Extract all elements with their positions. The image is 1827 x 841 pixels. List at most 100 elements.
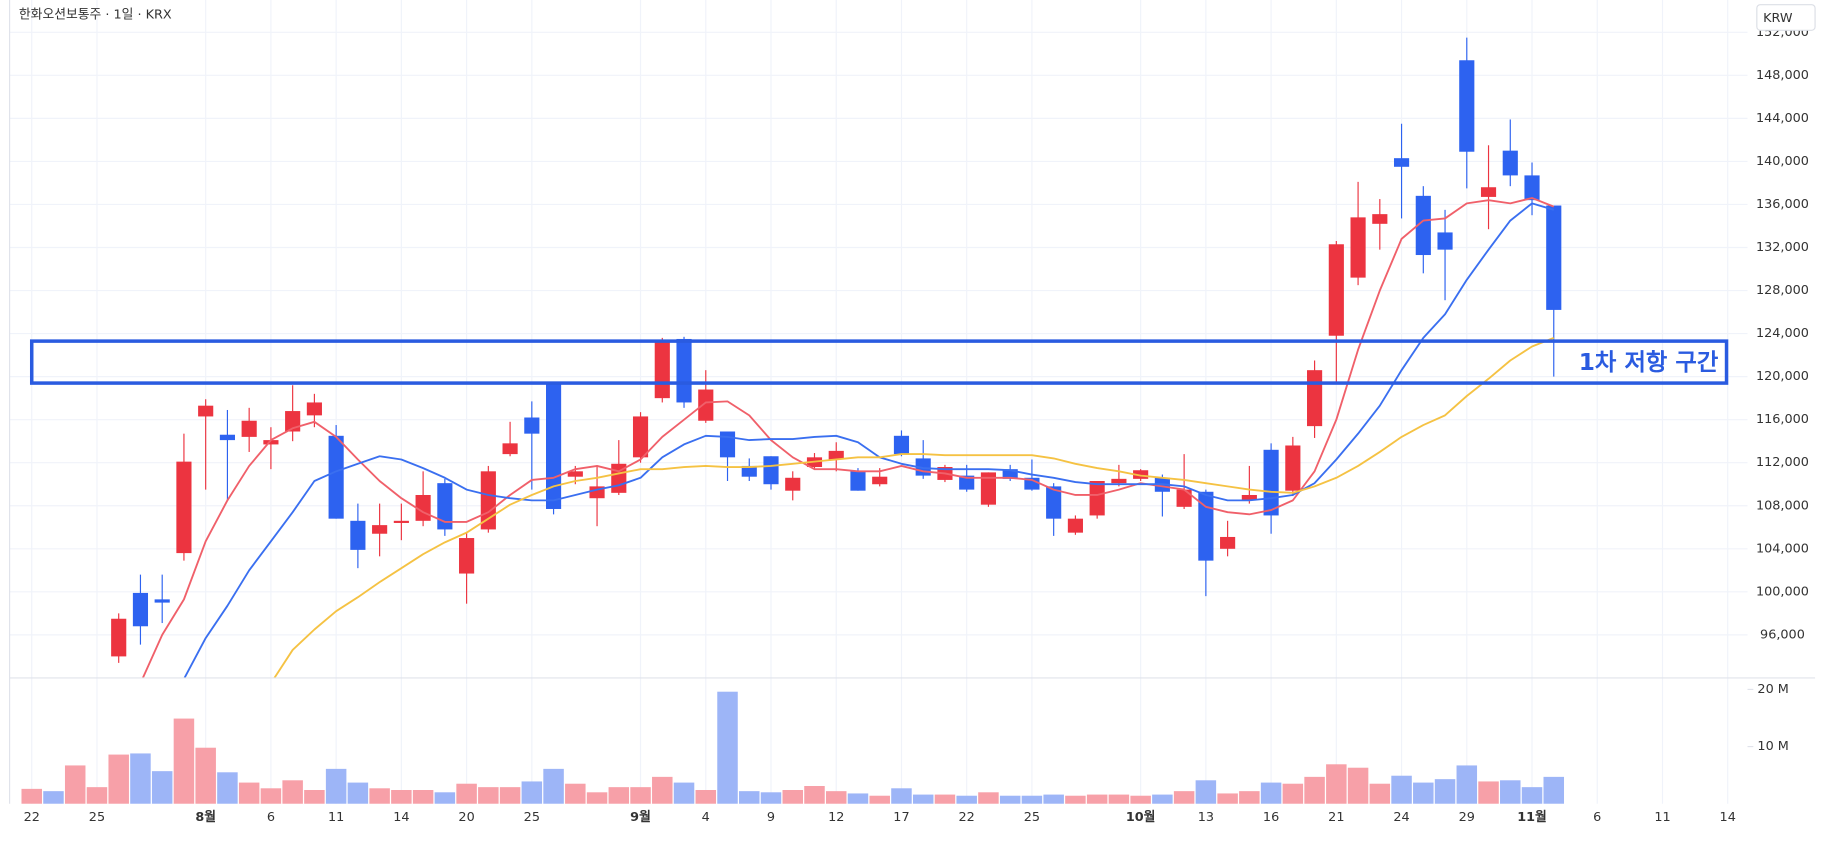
volume-bar [1543, 776, 1565, 804]
text-layer: 96,000 100,000 104,000 108,000 112,000 116,00… [24, 25, 1809, 825]
volume-bar [1478, 781, 1499, 804]
volume-bar [347, 782, 369, 804]
volume-bar [1065, 795, 1086, 804]
volume-bar [1152, 794, 1173, 804]
x-tick-label: 13 [1198, 810, 1214, 825]
x-tick-label: 8월 [195, 809, 216, 825]
candle-body [154, 599, 170, 603]
volume-layer [21, 691, 1565, 804]
volume-bar [434, 792, 456, 804]
candle-body [1307, 370, 1323, 427]
volume-tick-label: 20 M [1757, 682, 1788, 697]
y-tick-label: 116,000 [1756, 412, 1809, 427]
volume-bar [217, 772, 238, 804]
candle-body [1328, 244, 1344, 336]
candle-body [959, 475, 975, 490]
volume-bar [847, 793, 869, 804]
chart-title: 한화오션보통주 · 1일 · KRX [19, 8, 172, 23]
y-tick-label: 96,000 [1760, 627, 1805, 642]
y-tick-label: 124,000 [1756, 326, 1809, 341]
candle-body [1415, 195, 1431, 256]
volume-bar [456, 783, 477, 804]
currency-label[interactable]: KRW [1763, 11, 1793, 26]
x-tick-label: 16 [1263, 810, 1279, 825]
x-tick-label: 11월 [1517, 809, 1547, 825]
volume-bar [108, 754, 129, 804]
volume-bar [999, 795, 1021, 804]
candle-body [1198, 491, 1214, 561]
candle-body [1502, 150, 1518, 176]
candle-body [893, 435, 910, 455]
volume-bar [1304, 776, 1325, 804]
x-tick-label: 25 [89, 810, 105, 825]
candle-body [459, 538, 475, 574]
candle-body [524, 417, 540, 434]
volume-bar [21, 788, 42, 804]
y-tick-label: 104,000 [1756, 541, 1809, 556]
volume-bar [1347, 767, 1369, 804]
moving-average-line [141, 197, 1555, 678]
volume-bar [1195, 780, 1217, 804]
candle-body [1480, 187, 1497, 197]
volume-bar [760, 792, 782, 804]
volume-bar [1021, 795, 1043, 804]
candle-body [567, 471, 583, 477]
candle-body [241, 420, 257, 437]
candle-body [176, 461, 192, 554]
x-tick-label: 6 [267, 810, 275, 825]
x-tick-label: 9 [767, 810, 775, 825]
volume-bar [717, 691, 738, 804]
candle-body [1046, 486, 1062, 519]
volume-bar [934, 794, 956, 804]
x-tick-label: 4 [702, 810, 710, 825]
x-tick-label: 14 [393, 810, 409, 825]
volume-bar [652, 776, 673, 804]
volume-bar [130, 753, 151, 804]
resistance-zone [29, 339, 1729, 385]
candle-body [698, 389, 714, 421]
x-tick-label: 21 [1328, 810, 1344, 825]
volume-bar [956, 795, 977, 804]
candle-body [1024, 477, 1040, 490]
volume-bar [1413, 782, 1434, 804]
x-tick-label: 9월 [630, 809, 651, 825]
candle-body [263, 440, 279, 445]
volume-bar [1130, 795, 1151, 804]
zone-label: 1차 저항 구간 [1579, 349, 1719, 376]
x-tick-label: 14 [1720, 810, 1736, 825]
volume-bar [912, 794, 934, 804]
candle-body [872, 476, 888, 485]
volume-bar [608, 787, 630, 804]
volume-bar [1239, 791, 1260, 804]
candle-body [480, 471, 496, 530]
x-tick-label: 20 [458, 810, 474, 825]
candle-body [828, 450, 844, 460]
volume-bar [499, 787, 521, 804]
y-tick-label: 108,000 [1756, 498, 1809, 513]
candle-body [1067, 518, 1083, 533]
y-tick-label: 128,000 [1756, 283, 1809, 298]
x-tick-label: 11 [328, 810, 344, 825]
candle-body [1002, 469, 1018, 479]
volume-bar [391, 790, 412, 804]
volume-bar [891, 788, 912, 804]
volume-bar [1500, 780, 1521, 804]
volume-bar [782, 790, 803, 804]
candle-body [763, 456, 779, 485]
volume-bar [1108, 794, 1130, 804]
currency-box[interactable] [1756, 4, 1816, 31]
candle-body [1133, 470, 1149, 479]
volume-bar [1086, 794, 1108, 804]
candle-body [1393, 158, 1410, 167]
volume-bar [804, 786, 825, 804]
volume-bar [43, 791, 64, 804]
y-tick-label: 136,000 [1756, 197, 1809, 212]
candle-body [1372, 214, 1388, 224]
volume-bar [673, 782, 695, 804]
volume-bar [195, 747, 216, 804]
moving-average-line [273, 337, 1555, 678]
volume-bar [1456, 765, 1478, 804]
